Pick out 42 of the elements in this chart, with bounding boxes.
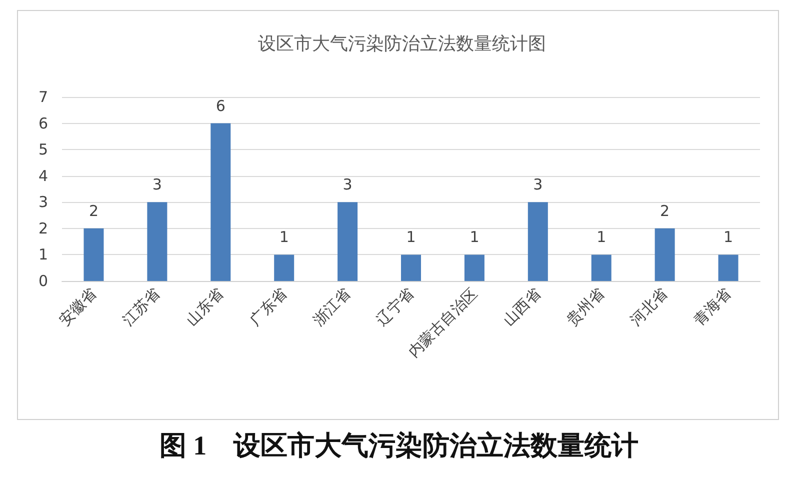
data-label: 1	[279, 228, 289, 246]
data-label: 3	[152, 176, 162, 194]
chart-title: 设区市大气污染防治立法数量统计图	[258, 34, 546, 54]
x-tick-label: 广东省	[246, 284, 290, 330]
data-label: 3	[533, 176, 543, 194]
bar	[718, 254, 738, 281]
data-label: 2	[88, 202, 98, 220]
data-label: 6	[216, 96, 226, 115]
y-tick-label: 7	[38, 88, 48, 106]
y-tick-label: 0	[38, 272, 48, 290]
bar	[654, 228, 675, 281]
bar	[464, 254, 484, 281]
y-tick-label: 1	[38, 246, 48, 264]
bar	[401, 254, 421, 281]
data-label: 1	[406, 228, 416, 246]
x-tick-label: 山东省	[182, 284, 227, 330]
x-tick-label: 浙江省	[309, 284, 354, 330]
bar	[591, 254, 612, 281]
x-tick-label: 青海省	[690, 284, 735, 330]
bar	[84, 228, 104, 281]
bar	[147, 202, 168, 281]
bar	[274, 254, 294, 281]
y-tick-label: 2	[38, 219, 48, 238]
x-tick-label: 辽宁省	[372, 284, 418, 330]
data-label: 2	[660, 202, 670, 220]
x-tick-label: 江苏省	[119, 284, 164, 330]
data-label: 3	[342, 176, 352, 194]
caption: 图 1 设区市大气污染防治立法数量统计	[159, 430, 639, 460]
data-label: 1	[724, 228, 734, 246]
y-tick-label: 3	[38, 193, 48, 212]
x-tick-label: 安徽省	[56, 284, 100, 330]
bar	[210, 123, 231, 281]
x-tick-label: 山西省	[500, 284, 544, 330]
y-tick-label: 6	[38, 114, 48, 132]
y-tick-label: 5	[38, 140, 48, 159]
bar	[338, 202, 358, 281]
y-tick-label: 4	[38, 166, 48, 185]
x-tick-label: 贵州省	[563, 284, 608, 330]
x-tick-label: 河北省	[626, 284, 672, 330]
data-label: 1	[596, 228, 606, 246]
data-label: 1	[470, 228, 480, 246]
bar	[528, 202, 548, 281]
